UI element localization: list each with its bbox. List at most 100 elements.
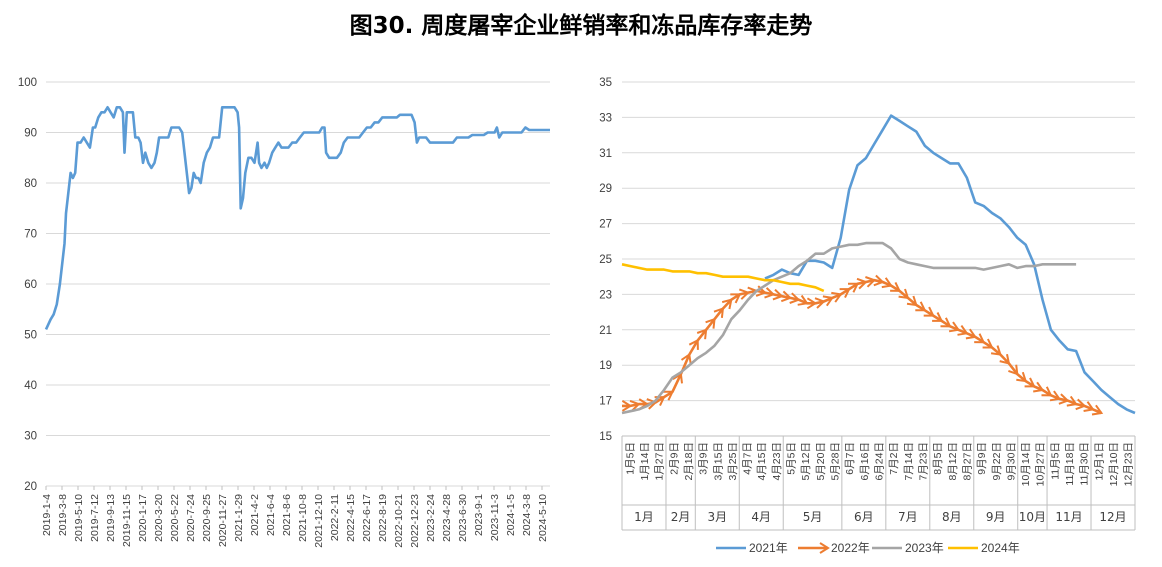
- left-gridlines: [46, 81, 550, 487]
- series-line-3: [621, 241, 1077, 415]
- x-tick-label: 2023-9-1: [473, 494, 485, 536]
- x-tick-label: 2月9日: [668, 442, 680, 475]
- x-tick-label: 10月14日: [1020, 442, 1032, 486]
- x-tick-label: 6月16日: [859, 442, 871, 481]
- x-tick-label: 2019-3-8: [57, 494, 69, 536]
- series-arrow-marker: [772, 288, 784, 301]
- x-tick-label: 4月15日: [756, 442, 768, 481]
- legend-label: 2024年: [981, 541, 1020, 555]
- x-tick-label: 2019-11-15: [121, 494, 133, 547]
- series-arrow-marker: [789, 292, 801, 304]
- month-label: 5月: [803, 510, 823, 524]
- series-arrow-marker: [721, 298, 733, 310]
- y-tick-label: 17: [599, 396, 612, 408]
- series-arrow-marker: [1016, 371, 1028, 383]
- x-tick-label: 7月2日: [888, 442, 900, 475]
- x-tick-label: 1月5日: [624, 442, 636, 475]
- month-label: 12月: [1099, 510, 1126, 524]
- x-tick-label: 2023-2-24: [425, 494, 437, 542]
- x-tick-label: 5月12日: [800, 442, 812, 481]
- x-tick-label: 8月12日: [947, 442, 959, 481]
- y-tick-label: 33: [599, 112, 612, 124]
- month-label: 10月: [1019, 510, 1046, 524]
- x-tick-label: 5月5日: [786, 442, 798, 475]
- right-legend: 2021年 2022年 2023年 2024年: [716, 541, 1020, 555]
- series-arrow-marker: [696, 328, 708, 340]
- legend-label: 2023年: [905, 541, 944, 555]
- month-label: 8月: [942, 510, 962, 524]
- series-arrow-marker: [990, 345, 1002, 356]
- month-label: 2月: [671, 510, 691, 524]
- x-tick-label: 4月23日: [771, 442, 783, 481]
- left-x-axis-ticks: 2019-1-4 2019-3-8 2019-5-10 2019-7-12 2019-9…: [41, 486, 549, 548]
- x-tick-label: 2021-6-4: [265, 494, 277, 536]
- y-tick-label: 23: [599, 289, 612, 301]
- right-x-axis-ticks: 1月5日 1月14日 1月27日 2月9日 2月18日 3月9日 3月15日 3月25日 4月7…: [622, 435, 1135, 486]
- series-arrow-marker: [629, 399, 641, 412]
- series-arrow-marker: [1083, 401, 1095, 412]
- x-tick-label: 12月10日: [1108, 442, 1120, 486]
- series-arrow-marker: [965, 328, 977, 340]
- x-tick-label: 2020-5-22: [169, 494, 181, 542]
- x-tick-label: 2024-1-5: [505, 494, 517, 536]
- x-tick-label: 2020-7-24: [185, 494, 197, 542]
- right-series: [621, 114, 1136, 416]
- x-tick-label: 2023-4-28: [441, 494, 453, 542]
- x-tick-label: 12月23日: [1123, 442, 1135, 486]
- series-arrow-marker: [898, 288, 910, 300]
- series-arrow-marker: [764, 287, 776, 299]
- series-arrow-marker: [915, 301, 927, 312]
- series-arrow-marker: [822, 295, 834, 307]
- y-tick-label: 40: [24, 380, 37, 392]
- x-tick-label: 3月25日: [727, 442, 739, 481]
- x-tick-label: 8月5日: [932, 442, 944, 475]
- y-tick-label: 35: [599, 77, 612, 89]
- x-tick-label: 2020-1-17: [137, 494, 149, 542]
- series-arrow-marker: [856, 277, 868, 290]
- x-tick-label: 2020-9-25: [201, 494, 213, 542]
- x-tick-label: 7月14日: [903, 442, 915, 481]
- x-tick-label: 2019-9-13: [105, 494, 117, 542]
- x-tick-label: 9月9日: [976, 442, 988, 475]
- y-tick-label: 21: [599, 325, 612, 337]
- series-arrow-marker: [1049, 390, 1062, 402]
- series-arrow-marker: [906, 295, 918, 307]
- series-line-4: [621, 263, 825, 293]
- series-arrow-marker: [646, 398, 658, 410]
- y-tick-label: 30: [24, 431, 37, 443]
- series-arrow-marker: [932, 312, 944, 322]
- series-arrow-marker: [621, 400, 633, 412]
- x-tick-label: 2022-12-23: [409, 494, 421, 548]
- series-arrow-marker: [865, 276, 877, 288]
- series-arrow-marker: [974, 333, 986, 344]
- left-y-axis-ticks: 20 30 40 50 60 70 80 90 100: [18, 77, 37, 493]
- figure-title: 图30. 周度屠宰企业鲜销率和冻品库存率走势: [349, 13, 813, 39]
- x-tick-label: 1月14日: [639, 442, 651, 481]
- y-tick-label: 80: [24, 178, 37, 190]
- x-tick-label: 2019-5-10: [73, 494, 85, 542]
- x-tick-label: 2024-3-8: [521, 494, 533, 536]
- x-tick-label: 2019-1-4: [41, 494, 53, 536]
- x-tick-label: 9月22日: [991, 442, 1003, 481]
- legend-label: 2021年: [749, 541, 788, 555]
- x-tick-label: 2022-10-21: [393, 494, 405, 548]
- x-tick-label: 2021-10-8: [297, 494, 309, 542]
- x-tick-label: 10月27日: [1035, 442, 1047, 486]
- x-tick-label: 2021-1-29: [233, 494, 245, 542]
- x-tick-label: 2021-8-6: [281, 494, 293, 536]
- x-tick-label: 12月1日: [1093, 442, 1105, 481]
- series-line: [44, 106, 550, 330]
- x-tick-label: 2月18日: [683, 442, 695, 481]
- month-label: 9月: [986, 510, 1006, 524]
- y-tick-label: 70: [24, 229, 37, 241]
- series-arrow-marker: [1058, 393, 1070, 405]
- series-arrow-marker: [999, 353, 1011, 365]
- x-tick-label: 2022-6-17: [361, 494, 373, 542]
- series-arrow-marker: [839, 288, 851, 299]
- x-tick-label: 2020-11-27: [217, 494, 229, 547]
- series-arrow-marker: [806, 297, 818, 310]
- series-arrow-marker: [1008, 364, 1019, 376]
- series-line-2: [622, 278, 1102, 415]
- x-tick-label: 11月5日: [1049, 442, 1061, 480]
- series-arrow-marker: [848, 282, 860, 293]
